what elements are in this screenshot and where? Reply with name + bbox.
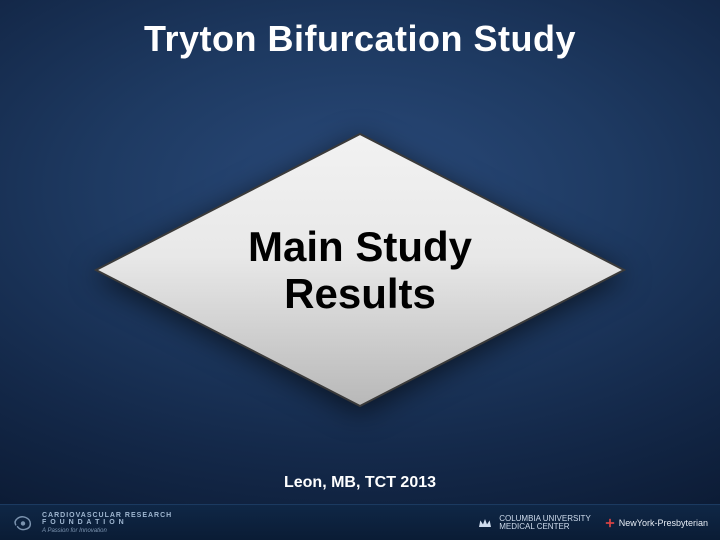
nyp-text: NewYork-Presbyterian <box>619 518 708 528</box>
crf-tagline: A Passion for Innovation <box>42 528 172 534</box>
columbia-line-2: MEDICAL CENTER <box>499 523 591 531</box>
footer-left-logo-group: CARDIOVASCULAR RESEARCH F O U N D A T I … <box>12 512 172 534</box>
crown-icon <box>477 515 493 531</box>
crf-swirl-icon <box>12 512 34 534</box>
columbia-text: COLUMBIA UNIVERSITY MEDICAL CENTER <box>499 515 591 531</box>
footer-right-logo-group: COLUMBIA UNIVERSITY MEDICAL CENTER NewYo… <box>477 515 708 531</box>
diamond-line-2: Results <box>284 270 436 317</box>
diamond-text: Main Study Results <box>90 130 630 410</box>
presentation-slide: Tryton Bifurcation Study Main Study Resu… <box>0 0 720 540</box>
crf-line-1: CARDIOVASCULAR RESEARCH <box>42 512 172 519</box>
diamond-line-1: Main Study <box>248 223 472 270</box>
diamond-callout: Main Study Results <box>90 130 630 410</box>
crf-text-block: CARDIOVASCULAR RESEARCH F O U N D A T I … <box>42 512 172 534</box>
columbia-logo: COLUMBIA UNIVERSITY MEDICAL CENTER <box>477 515 591 531</box>
nyp-mark-icon <box>605 518 615 528</box>
crf-line-2: F O U N D A T I O N <box>42 519 172 526</box>
footer-bar: CARDIOVASCULAR RESEARCH F O U N D A T I … <box>0 504 720 540</box>
nyp-logo: NewYork-Presbyterian <box>605 518 708 528</box>
attribution-text: Leon, MB, TCT 2013 <box>0 474 720 492</box>
slide-title: Tryton Bifurcation Study <box>0 18 720 60</box>
